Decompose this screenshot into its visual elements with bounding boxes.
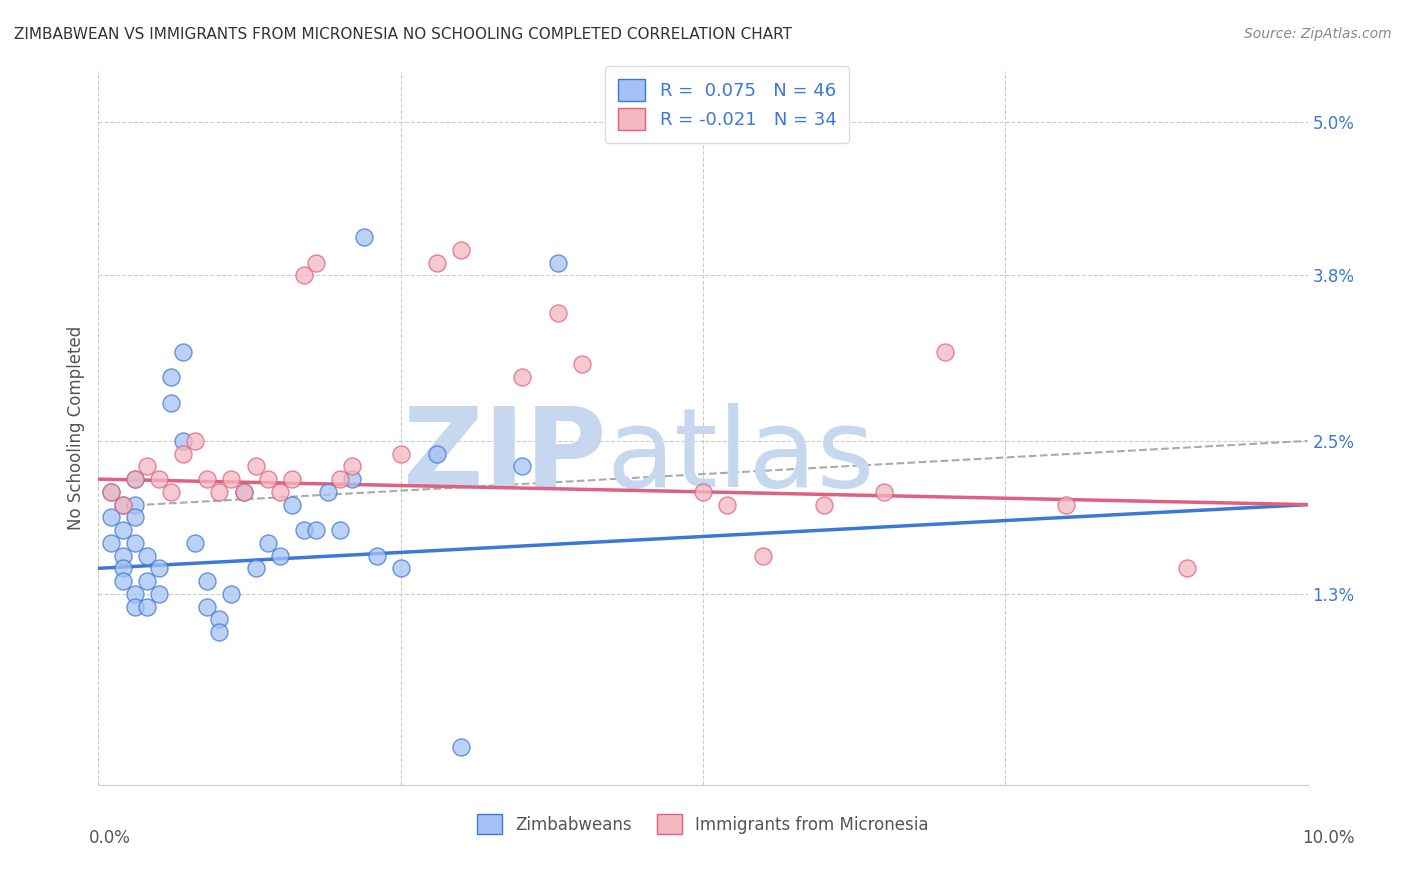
Point — [547, 255, 569, 269]
Point — [353, 230, 375, 244]
Text: ZIMBABWEAN VS IMMIGRANTS FROM MICRONESIA NO SCHOOLING COMPLETED CORRELATION CHAR: ZIMBABWEAN VS IMMIGRANTS FROM MICRONESIA… — [14, 27, 792, 42]
Point — [873, 484, 896, 499]
Point — [160, 395, 183, 409]
Text: atlas: atlas — [606, 403, 875, 510]
Point — [124, 587, 146, 601]
Point — [135, 599, 157, 614]
Point — [426, 447, 449, 461]
Point — [124, 599, 146, 614]
Point — [245, 459, 267, 474]
Point — [232, 484, 254, 499]
Point — [547, 306, 569, 320]
Point — [510, 459, 533, 474]
Point — [571, 358, 593, 372]
Point — [148, 472, 170, 486]
Point — [160, 370, 183, 384]
Point — [1175, 561, 1198, 575]
Point — [813, 498, 835, 512]
Point — [305, 255, 328, 269]
Point — [135, 574, 157, 588]
Point — [329, 472, 352, 486]
Point — [269, 549, 291, 563]
Point — [195, 599, 218, 614]
Point — [450, 243, 472, 257]
Point — [221, 472, 243, 486]
Point — [111, 498, 134, 512]
Point — [716, 498, 738, 512]
Point — [281, 498, 304, 512]
Point — [160, 484, 183, 499]
Text: ZIP: ZIP — [404, 403, 606, 510]
Y-axis label: No Schooling Completed: No Schooling Completed — [66, 326, 84, 530]
Point — [111, 523, 134, 537]
Point — [124, 472, 146, 486]
Point — [208, 625, 231, 640]
Point — [111, 561, 134, 575]
Point — [208, 484, 231, 499]
Point — [342, 472, 364, 486]
Point — [366, 549, 388, 563]
Point — [111, 549, 134, 563]
Point — [232, 484, 254, 499]
Point — [124, 498, 146, 512]
Point — [111, 574, 134, 588]
Point — [172, 447, 194, 461]
Point — [389, 561, 412, 575]
Point — [256, 472, 278, 486]
Point — [256, 536, 278, 550]
Point — [100, 484, 122, 499]
Point — [124, 510, 146, 524]
Point — [245, 561, 267, 575]
Point — [208, 612, 231, 626]
Point — [100, 536, 122, 550]
Point — [752, 549, 775, 563]
Point — [281, 472, 304, 486]
Point — [292, 268, 315, 283]
Point — [100, 484, 122, 499]
Point — [148, 587, 170, 601]
Point — [184, 434, 207, 448]
Point — [135, 459, 157, 474]
Point — [195, 574, 218, 588]
Point — [172, 344, 194, 359]
Point — [292, 523, 315, 537]
Point — [184, 536, 207, 550]
Point — [124, 472, 146, 486]
Point — [426, 255, 449, 269]
Point — [329, 523, 352, 537]
Point — [934, 344, 956, 359]
Point — [172, 434, 194, 448]
Point — [124, 536, 146, 550]
Point — [1054, 498, 1077, 512]
Point — [316, 484, 339, 499]
Point — [389, 447, 412, 461]
Point — [510, 370, 533, 384]
Text: 0.0%: 0.0% — [89, 830, 131, 847]
Point — [195, 472, 218, 486]
Text: 10.0%: 10.0% — [1302, 830, 1355, 847]
Point — [450, 739, 472, 754]
Point — [342, 459, 364, 474]
Point — [305, 523, 328, 537]
Point — [692, 484, 714, 499]
Point — [135, 549, 157, 563]
Point — [148, 561, 170, 575]
Text: Source: ZipAtlas.com: Source: ZipAtlas.com — [1244, 27, 1392, 41]
Legend: Zimbabweans, Immigrants from Micronesia: Zimbabweans, Immigrants from Micronesia — [471, 807, 935, 841]
Point — [100, 510, 122, 524]
Point — [269, 484, 291, 499]
Point — [111, 498, 134, 512]
Point — [221, 587, 243, 601]
